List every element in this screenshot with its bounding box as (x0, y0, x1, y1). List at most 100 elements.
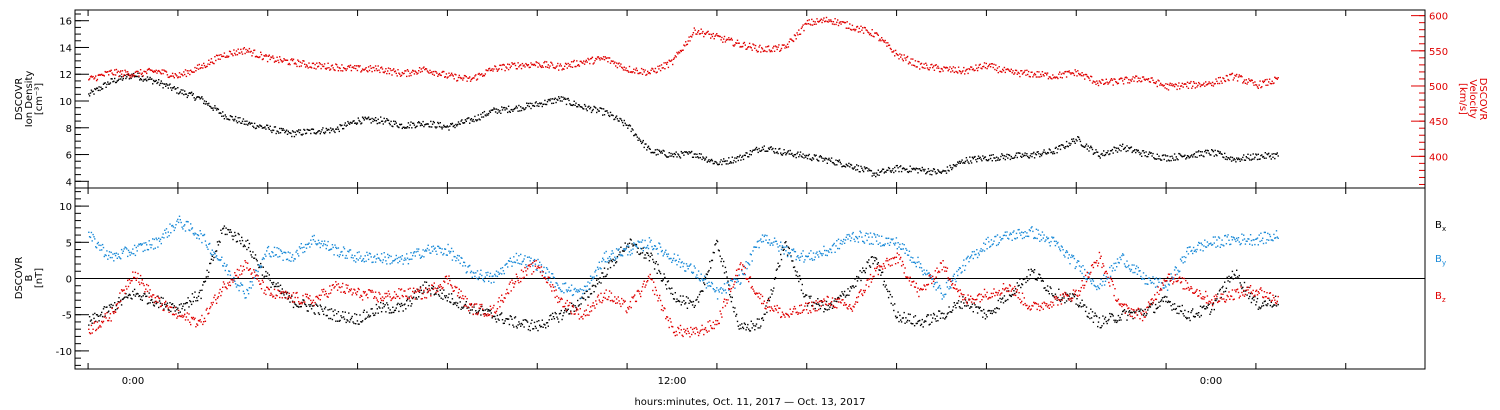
series-Bx-point (375, 303, 378, 306)
series-Bx-point (740, 327, 742, 330)
series-red-point (1136, 81, 1139, 83)
series-red-point (519, 64, 521, 67)
series-By-point (348, 251, 350, 253)
series-red-point (1217, 82, 1219, 85)
series-red-point (706, 31, 708, 33)
series-black-point (381, 120, 384, 122)
series-Bx-point (583, 292, 586, 295)
series-red-point (351, 66, 353, 69)
series-red-point (816, 18, 818, 20)
series-red-point (1083, 74, 1085, 76)
series-Bx-point (660, 280, 663, 282)
series-By-point (519, 263, 521, 265)
series-red-point (1131, 78, 1133, 80)
series-By-point (579, 288, 581, 290)
series-Bx-point (1182, 313, 1184, 315)
series-black-point (1243, 154, 1245, 156)
series-Bx-point (414, 290, 416, 292)
series-Bx-point (755, 323, 758, 325)
series-Bx-point (165, 304, 168, 306)
series-black-point (1028, 157, 1031, 159)
series-Bx-point (1122, 310, 1124, 313)
series-Bx-point (601, 272, 603, 274)
series-black-point (553, 98, 556, 101)
series-Bx-point (971, 303, 974, 305)
series-black-point (512, 110, 514, 112)
series-By-point (583, 289, 585, 292)
series-red-point (727, 39, 729, 41)
series-By-point (111, 256, 113, 259)
series-black-point (252, 125, 254, 127)
series-By-point (278, 247, 280, 250)
series-Bx-point (719, 255, 721, 257)
series-Bx-point (355, 313, 358, 316)
series-red-point (1191, 87, 1193, 89)
series-Bx-point (757, 327, 759, 329)
series-red-point (1142, 76, 1145, 78)
series-By-point (122, 250, 124, 252)
series-Bx-point (939, 317, 942, 319)
series-Bx-point (696, 298, 698, 301)
series-Bx-point (178, 304, 181, 306)
series-black-point (1173, 159, 1175, 161)
series-black-point (183, 93, 185, 96)
series-By-point (155, 237, 157, 239)
series-Bx-point (1260, 307, 1262, 309)
series-red-point (1155, 81, 1158, 83)
series-Bx-point (88, 324, 90, 326)
series-By-point (144, 249, 146, 252)
series-Bx-point (672, 293, 674, 295)
series-black-point (1257, 153, 1259, 155)
series-red-point (630, 71, 632, 73)
series-red-point (659, 69, 662, 72)
series-black-point (1235, 161, 1237, 163)
series-red-point (1050, 77, 1052, 80)
series-red-point (220, 54, 222, 56)
series-Bx-point (1104, 316, 1107, 318)
series-black-point (944, 170, 946, 172)
series-By-point (374, 255, 376, 257)
series-Bx-point (293, 302, 296, 304)
series-By-point (325, 247, 327, 250)
series-Bx-point (119, 301, 121, 303)
series-red-point (819, 19, 822, 21)
series-red-point (580, 60, 582, 63)
series-black-point (1191, 154, 1193, 156)
series-Bx-point (1065, 300, 1068, 302)
series-black-point (311, 128, 314, 130)
series-red-point (762, 50, 765, 53)
series-red-point (481, 73, 483, 75)
series-Bx-point (709, 260, 711, 263)
series-black-point (309, 129, 311, 131)
series-red-point (799, 33, 802, 35)
series-red-point (327, 62, 329, 64)
series-By-point (180, 221, 182, 224)
series-Bx-point (149, 302, 151, 304)
series-red-point (1042, 74, 1044, 76)
series-red-point (750, 47, 752, 49)
series-black-point (862, 169, 864, 171)
series-black-point (964, 160, 967, 163)
series-Bx-point (933, 314, 936, 316)
series-red-point (468, 77, 470, 79)
series-red-point (540, 66, 543, 69)
series-black-point (846, 164, 848, 166)
series-black-point (312, 128, 315, 131)
series-black-point (395, 122, 397, 124)
series-black-point (344, 122, 346, 124)
series-By-point (511, 265, 513, 267)
series-black-point (441, 128, 443, 130)
series-Bx-point (1233, 273, 1235, 276)
series-black-point (562, 96, 564, 98)
series-By-point (263, 258, 265, 260)
series-By-point (659, 246, 662, 248)
series-Bx-point (449, 301, 451, 303)
series-black-point (367, 116, 370, 118)
series-By-point (318, 242, 321, 244)
series-black-point (1018, 152, 1020, 154)
series-Bx-point (926, 315, 928, 318)
series-By-point (385, 260, 387, 262)
series-red-point (400, 74, 403, 77)
series-Bx-point (797, 275, 799, 278)
series-red-point (239, 52, 241, 54)
